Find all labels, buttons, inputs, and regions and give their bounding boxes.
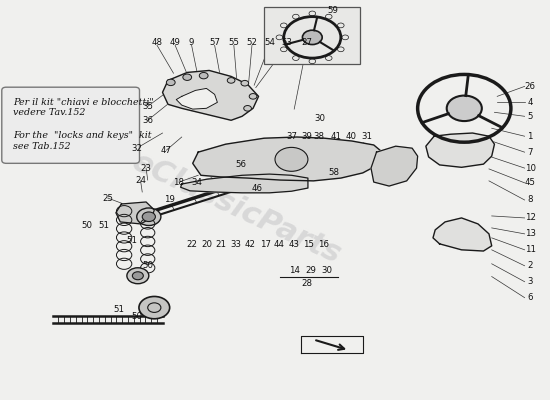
- FancyBboxPatch shape: [2, 87, 140, 163]
- Polygon shape: [426, 133, 494, 167]
- Text: 41: 41: [331, 132, 342, 141]
- Text: 55: 55: [228, 38, 239, 47]
- Text: 14: 14: [289, 266, 300, 275]
- Text: 59: 59: [327, 6, 338, 15]
- FancyBboxPatch shape: [264, 7, 360, 64]
- Text: 27: 27: [301, 38, 312, 47]
- Text: 10: 10: [525, 164, 536, 173]
- Text: 34: 34: [191, 178, 202, 186]
- Text: 3: 3: [527, 277, 533, 286]
- Text: 50: 50: [82, 222, 93, 230]
- Text: 22: 22: [186, 240, 197, 249]
- Text: 8: 8: [527, 196, 533, 204]
- Text: 13: 13: [525, 229, 536, 238]
- Circle shape: [166, 79, 175, 86]
- Circle shape: [133, 272, 144, 280]
- Text: 43: 43: [289, 240, 300, 249]
- Text: 29: 29: [305, 266, 316, 275]
- Text: 31: 31: [362, 132, 373, 141]
- Circle shape: [183, 74, 191, 80]
- Text: 26: 26: [525, 82, 536, 91]
- Text: 48: 48: [152, 38, 163, 47]
- Text: 51: 51: [113, 305, 124, 314]
- Polygon shape: [116, 202, 155, 224]
- Text: 42: 42: [245, 240, 256, 249]
- Circle shape: [139, 296, 169, 319]
- Text: 36: 36: [142, 116, 153, 125]
- Circle shape: [142, 212, 156, 222]
- Circle shape: [127, 268, 149, 284]
- Circle shape: [137, 208, 161, 226]
- Text: 30: 30: [315, 114, 326, 123]
- Text: 11: 11: [525, 245, 536, 254]
- Text: 33: 33: [230, 240, 241, 249]
- Text: 30: 30: [322, 266, 333, 275]
- Text: 12: 12: [525, 214, 536, 222]
- Text: 44: 44: [274, 240, 285, 249]
- Text: 21: 21: [216, 240, 227, 249]
- Circle shape: [302, 30, 322, 44]
- Text: 23: 23: [141, 164, 152, 173]
- Text: 6: 6: [527, 293, 533, 302]
- Text: For the  "locks and keys"  kit
see Tab.152: For the "locks and keys" kit see Tab.152: [13, 132, 151, 151]
- Text: 15: 15: [304, 240, 315, 249]
- Text: 58: 58: [329, 168, 340, 176]
- Circle shape: [227, 78, 235, 83]
- Text: 54: 54: [264, 38, 275, 47]
- Polygon shape: [433, 218, 492, 251]
- Polygon shape: [180, 174, 308, 193]
- Polygon shape: [176, 88, 217, 109]
- Text: 40: 40: [345, 132, 356, 141]
- Text: 51: 51: [127, 236, 138, 245]
- Polygon shape: [163, 70, 258, 120]
- Text: 35: 35: [142, 102, 153, 111]
- Text: 32: 32: [131, 144, 142, 153]
- Text: 20: 20: [201, 240, 212, 249]
- Text: Per il kit "chiavi e blocchetti"
vedere Tav.152: Per il kit "chiavi e blocchetti" vedere …: [13, 98, 153, 117]
- Text: 17: 17: [260, 240, 271, 249]
- Text: 5: 5: [527, 112, 533, 121]
- Text: 39: 39: [301, 132, 312, 141]
- Circle shape: [244, 106, 251, 111]
- Text: 37: 37: [286, 132, 297, 141]
- Text: 56: 56: [235, 160, 246, 169]
- Text: 1: 1: [527, 132, 533, 141]
- Polygon shape: [192, 137, 384, 181]
- Text: 52: 52: [246, 38, 257, 47]
- Text: 16: 16: [318, 240, 329, 249]
- Circle shape: [199, 72, 208, 79]
- Text: 7: 7: [527, 148, 533, 157]
- Text: 57: 57: [209, 38, 220, 47]
- Circle shape: [447, 96, 482, 121]
- Text: 47: 47: [161, 146, 172, 155]
- Circle shape: [249, 94, 257, 99]
- Text: 25: 25: [102, 194, 113, 202]
- Text: eClassicParts: eClassicParts: [127, 147, 346, 269]
- Text: 4: 4: [527, 98, 533, 107]
- Text: 9: 9: [189, 38, 194, 47]
- Text: 38: 38: [314, 132, 324, 141]
- Text: 45: 45: [525, 178, 536, 187]
- Text: 49: 49: [170, 38, 180, 47]
- Text: 50: 50: [142, 261, 153, 270]
- Text: 46: 46: [252, 184, 263, 192]
- Circle shape: [241, 80, 249, 86]
- Text: 18: 18: [173, 178, 184, 186]
- Text: 53: 53: [282, 38, 293, 47]
- Text: 2: 2: [527, 261, 533, 270]
- Text: 24: 24: [135, 176, 146, 185]
- Text: 50: 50: [131, 312, 142, 321]
- Text: 28: 28: [301, 279, 312, 288]
- Circle shape: [275, 147, 308, 171]
- Text: 19: 19: [164, 196, 175, 204]
- Text: 51: 51: [98, 222, 109, 230]
- Polygon shape: [371, 146, 417, 186]
